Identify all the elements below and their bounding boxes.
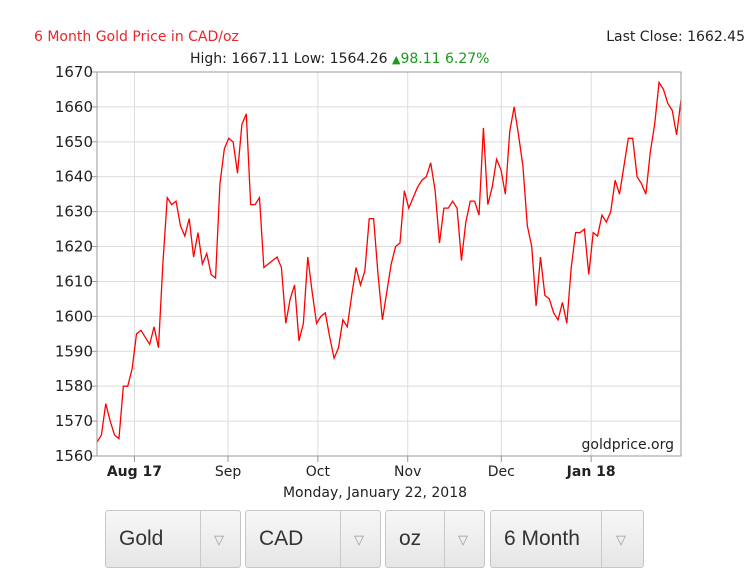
select-divider <box>200 511 201 567</box>
plot-border <box>96 71 682 457</box>
y-tick-label: 1640 <box>55 168 93 186</box>
y-tick-label: 1570 <box>55 412 93 430</box>
currency-select[interactable]: CAD ▽ <box>245 510 381 568</box>
y-tick-label: 1580 <box>55 377 93 395</box>
price-line <box>96 80 682 443</box>
y-tick-label: 1590 <box>55 342 93 360</box>
y-tick-label: 1670 <box>55 63 93 81</box>
select-divider <box>601 511 602 567</box>
y-axis: 1560 1570 1580 1590 1600 1610 1620 1630 1640 1650… <box>55 63 97 465</box>
y-tick-label: 1620 <box>55 238 93 256</box>
y-tick-label: 1660 <box>55 98 93 116</box>
x-tick-label: Oct <box>306 464 331 480</box>
y-tick-label: 1610 <box>55 272 93 290</box>
chart-title: 6 Month Gold Price in CAD/oz <box>34 29 239 45</box>
x-tick-label: Sep <box>215 464 242 480</box>
high-low-text: High: 1667.11 Low: 1564.26 <box>190 51 388 67</box>
currency-select-value: CAD <box>259 527 304 550</box>
unit-select-value: oz <box>399 527 422 550</box>
change-value: 98.11 6.27% <box>400 51 490 67</box>
up-triangle-icon: ▲ <box>392 53 401 66</box>
x-tick-label: Aug 17 <box>107 464 162 480</box>
x-axis-title: Monday, January 22, 2018 <box>283 485 467 500</box>
chart-controls: Gold ▽ CAD ▽ oz ▽ 6 Month ▽ <box>0 510 750 570</box>
gold-price-chart: 1560 1570 1580 1590 1600 1610 1620 1630 1640 1650… <box>55 63 682 500</box>
x-tick-label: Nov <box>394 464 421 480</box>
chevron-down-icon: ▽ <box>616 533 626 548</box>
y-tick-label: 1560 <box>55 447 93 465</box>
y-tick-label: 1600 <box>55 307 93 325</box>
select-divider <box>340 511 341 567</box>
watermark: goldprice.org <box>582 437 674 453</box>
x-tick-label: Dec <box>488 464 515 480</box>
y-tick-label: 1630 <box>55 203 93 221</box>
metal-select-value: Gold <box>119 527 164 550</box>
high-low-summary: High: 1667.11 Low: 1564.26 ▲98.11 6.27% <box>190 51 490 67</box>
chart-grid <box>97 71 681 457</box>
chevron-down-icon: ▽ <box>214 533 224 548</box>
chevron-down-icon: ▽ <box>354 533 364 548</box>
metal-select[interactable]: Gold ▽ <box>105 510 241 568</box>
last-close: Last Close: 1662.45 <box>606 29 745 45</box>
unit-select[interactable]: oz ▽ <box>385 510 485 568</box>
x-axis: Aug 17 Sep Oct Nov Dec Jan 18 <box>107 456 616 480</box>
period-select[interactable]: 6 Month ▽ <box>490 510 644 568</box>
period-select-value: 6 Month <box>504 527 580 550</box>
select-divider <box>444 511 445 567</box>
chevron-down-icon: ▽ <box>458 533 468 548</box>
y-tick-label: 1650 <box>55 133 93 151</box>
x-tick-label: Jan 18 <box>566 464 616 480</box>
